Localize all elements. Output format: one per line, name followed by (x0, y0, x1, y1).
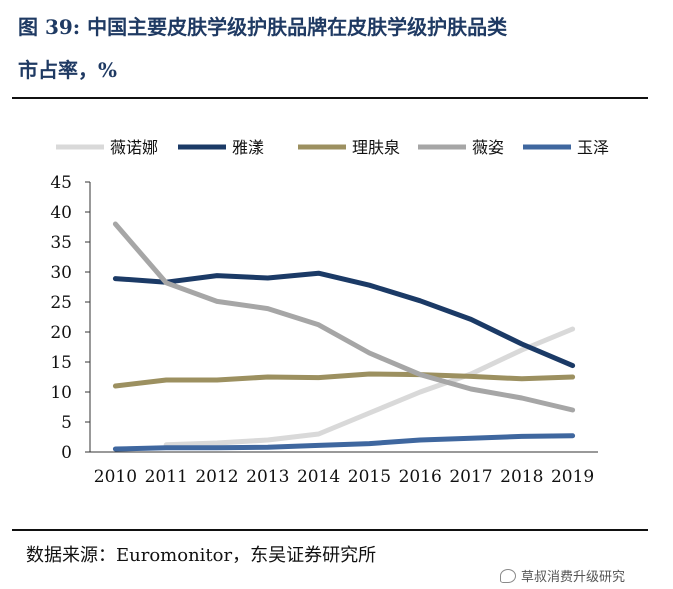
legend-label: 薇诺娜 (110, 138, 158, 157)
y-tick-label: 0 (61, 443, 72, 463)
legend-label: 理肤泉 (352, 138, 400, 157)
y-tick-label: 35 (50, 233, 72, 253)
legend-label: 雅漾 (232, 138, 264, 157)
legend-label: 玉泽 (577, 138, 609, 157)
y-tick-label: 30 (50, 263, 72, 283)
x-tick-label: 2018 (500, 467, 543, 487)
line-chart: 0 5 10 15 20 25 30 35 40 45 2010 2011 2012 2013 2014 20… (50, 138, 609, 487)
series-line-4 (112, 221, 576, 413)
x-tick-label: 2015 (348, 467, 391, 487)
top-rule (12, 97, 648, 99)
figure-title: 图 39: 中国主要皮肤学级护肤品牌在皮肤学级护肤品类 市占率，% (18, 6, 658, 92)
watermark: 草叔消费升级研究 (500, 566, 625, 585)
title-line-1: 图 39: 中国主要皮肤学级护肤品牌在皮肤学级护肤品类 (18, 15, 508, 39)
series-line-5 (112, 433, 576, 452)
x-tick-label: 2011 (145, 467, 188, 487)
y-tick-label: 15 (50, 353, 72, 373)
y-tick-label: 20 (50, 323, 72, 343)
source-note: 数据来源：Euromonitor，东吴证券研究所 (26, 545, 377, 566)
x-tick-label: 2019 (551, 467, 594, 487)
x-tick-label: 2014 (297, 467, 340, 487)
series-line-1 (163, 326, 576, 448)
y-tick-label: 5 (61, 413, 72, 433)
legend-label: 薇姿 (472, 138, 504, 157)
x-tick-label: 2016 (399, 467, 442, 487)
y-tick-label: 25 (50, 293, 72, 313)
bottom-rule (12, 529, 648, 531)
x-tick-label: 2017 (449, 467, 492, 487)
wechat-icon (500, 568, 516, 583)
y-tick-label: 10 (50, 383, 72, 403)
y-tick-label: 40 (50, 203, 72, 223)
y-tick-label: 45 (50, 173, 72, 193)
series-line-2 (112, 270, 576, 369)
series-line-3 (112, 371, 576, 389)
x-tick-label: 2012 (195, 467, 238, 487)
title-line-2: 市占率，% (18, 58, 118, 82)
x-tick-label: 2013 (246, 467, 289, 487)
watermark-text: 草叔消费升级研究 (521, 570, 626, 585)
x-tick-label: 2010 (94, 467, 137, 487)
